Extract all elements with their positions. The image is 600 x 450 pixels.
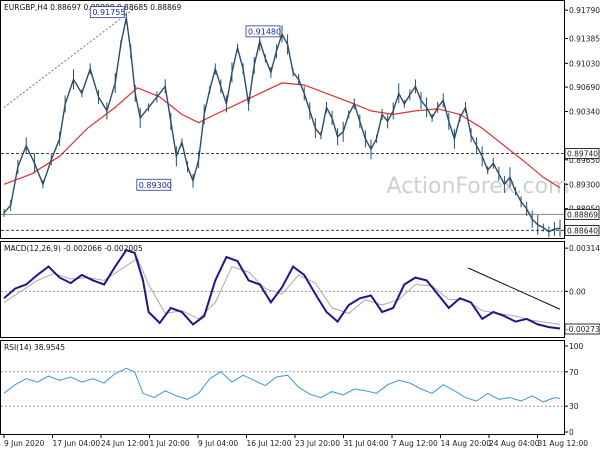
rsi-axis-label: 70	[569, 368, 579, 377]
rsi-axis-label: 100	[569, 342, 584, 351]
x-axis-label: 9 Jun 2020	[4, 439, 45, 448]
macd-panel	[0, 241, 565, 338]
x-axis-label: 23 Jul 20:00	[295, 439, 340, 448]
level-label-box	[564, 225, 600, 236]
level-label: 0.88869	[567, 210, 598, 219]
x-axis-label: 24 Aug 04:00	[489, 439, 540, 448]
rsi-axis-label: 0	[569, 428, 574, 437]
x-axis-label: 7 Aug 12:00	[392, 439, 438, 448]
price-axis-labels: 0.91790 0.91385 0.91030 0.90690 0.90340 0.896…	[564, 6, 600, 214]
price-axis-label: 0.89300	[569, 180, 600, 189]
rsi-panel	[0, 340, 565, 435]
watermark: ActionForex.com	[387, 174, 570, 199]
annotation-label: 0.89300	[139, 181, 172, 190]
rsi-line	[3, 367, 561, 403]
macd-trendline	[468, 267, 561, 310]
macd-current-box	[564, 323, 600, 335]
annotation-box	[245, 25, 281, 38]
x-axis-label: 24 Jun 12:00	[101, 439, 149, 448]
price-level-lines	[1, 153, 564, 231]
rsi-header: RSI(14) 38.9545	[4, 343, 65, 352]
rsi-axis-labels: 100 70 30 0	[564, 342, 584, 437]
x-axis-label: 17 Jun 04:00	[53, 439, 101, 448]
macd-current-label: -0.002737	[566, 325, 600, 334]
annotation-box	[136, 178, 172, 191]
price-annotations: 0.91755 0.91480 0.89300	[89, 6, 281, 191]
rsi-axis-label: 30	[569, 402, 579, 411]
macd-axis-label: 0.003143	[569, 244, 600, 253]
macd-axis-labels: 0.003143 0.00 -0.002737	[564, 244, 600, 335]
x-axis-label: 31 Aug 12:00	[538, 439, 589, 448]
x-axis-label: 16 Jul 12:00	[247, 439, 292, 448]
macd-axis-label: 0.00	[569, 287, 586, 296]
price-axis-label: 0.89650	[569, 156, 600, 165]
price-axis-label: 0.91790	[569, 6, 600, 15]
macd-header: MACD(12,26,9) -0.002066 -0.002005	[4, 244, 143, 253]
level-label-box	[564, 208, 600, 220]
price-axis-label: 0.91385	[569, 35, 600, 44]
annotation-box	[89, 6, 125, 19]
price-axis-label: 0.90340	[569, 108, 600, 117]
x-axis-label: 14 Aug 20:00	[441, 439, 492, 448]
x-axis-label: 9 Jul 04:00	[198, 439, 238, 448]
macd-main-line	[3, 248, 561, 330]
price-axis-ticks	[3, 12, 561, 238]
price-axis-label: 0.91030	[569, 59, 600, 68]
price-line	[3, 17, 561, 233]
x-axis-label: 31 Jul 04:00	[344, 439, 389, 448]
rsi-level-lines	[1, 371, 564, 407]
price-trendline	[3, 7, 135, 108]
annotation-label: 0.91755	[92, 8, 125, 17]
price-panel	[0, 0, 565, 239]
level-label: 0.89740	[567, 150, 598, 159]
moving-average-line	[3, 82, 561, 189]
annotation-label: 0.91480	[248, 27, 281, 36]
level-label-box	[564, 148, 600, 159]
x-axis-label: 1 Jul 20:00	[150, 439, 190, 448]
price-axis-label: 0.90690	[569, 83, 600, 92]
x-axis-labels: 9 Jun 2020 17 Jun 04:00 24 Jun 12:00 1 Jul …	[3, 434, 589, 448]
level-label: 0.88640	[567, 226, 598, 235]
level-labels: 0.89740 0.88869 0.88640	[564, 148, 600, 236]
